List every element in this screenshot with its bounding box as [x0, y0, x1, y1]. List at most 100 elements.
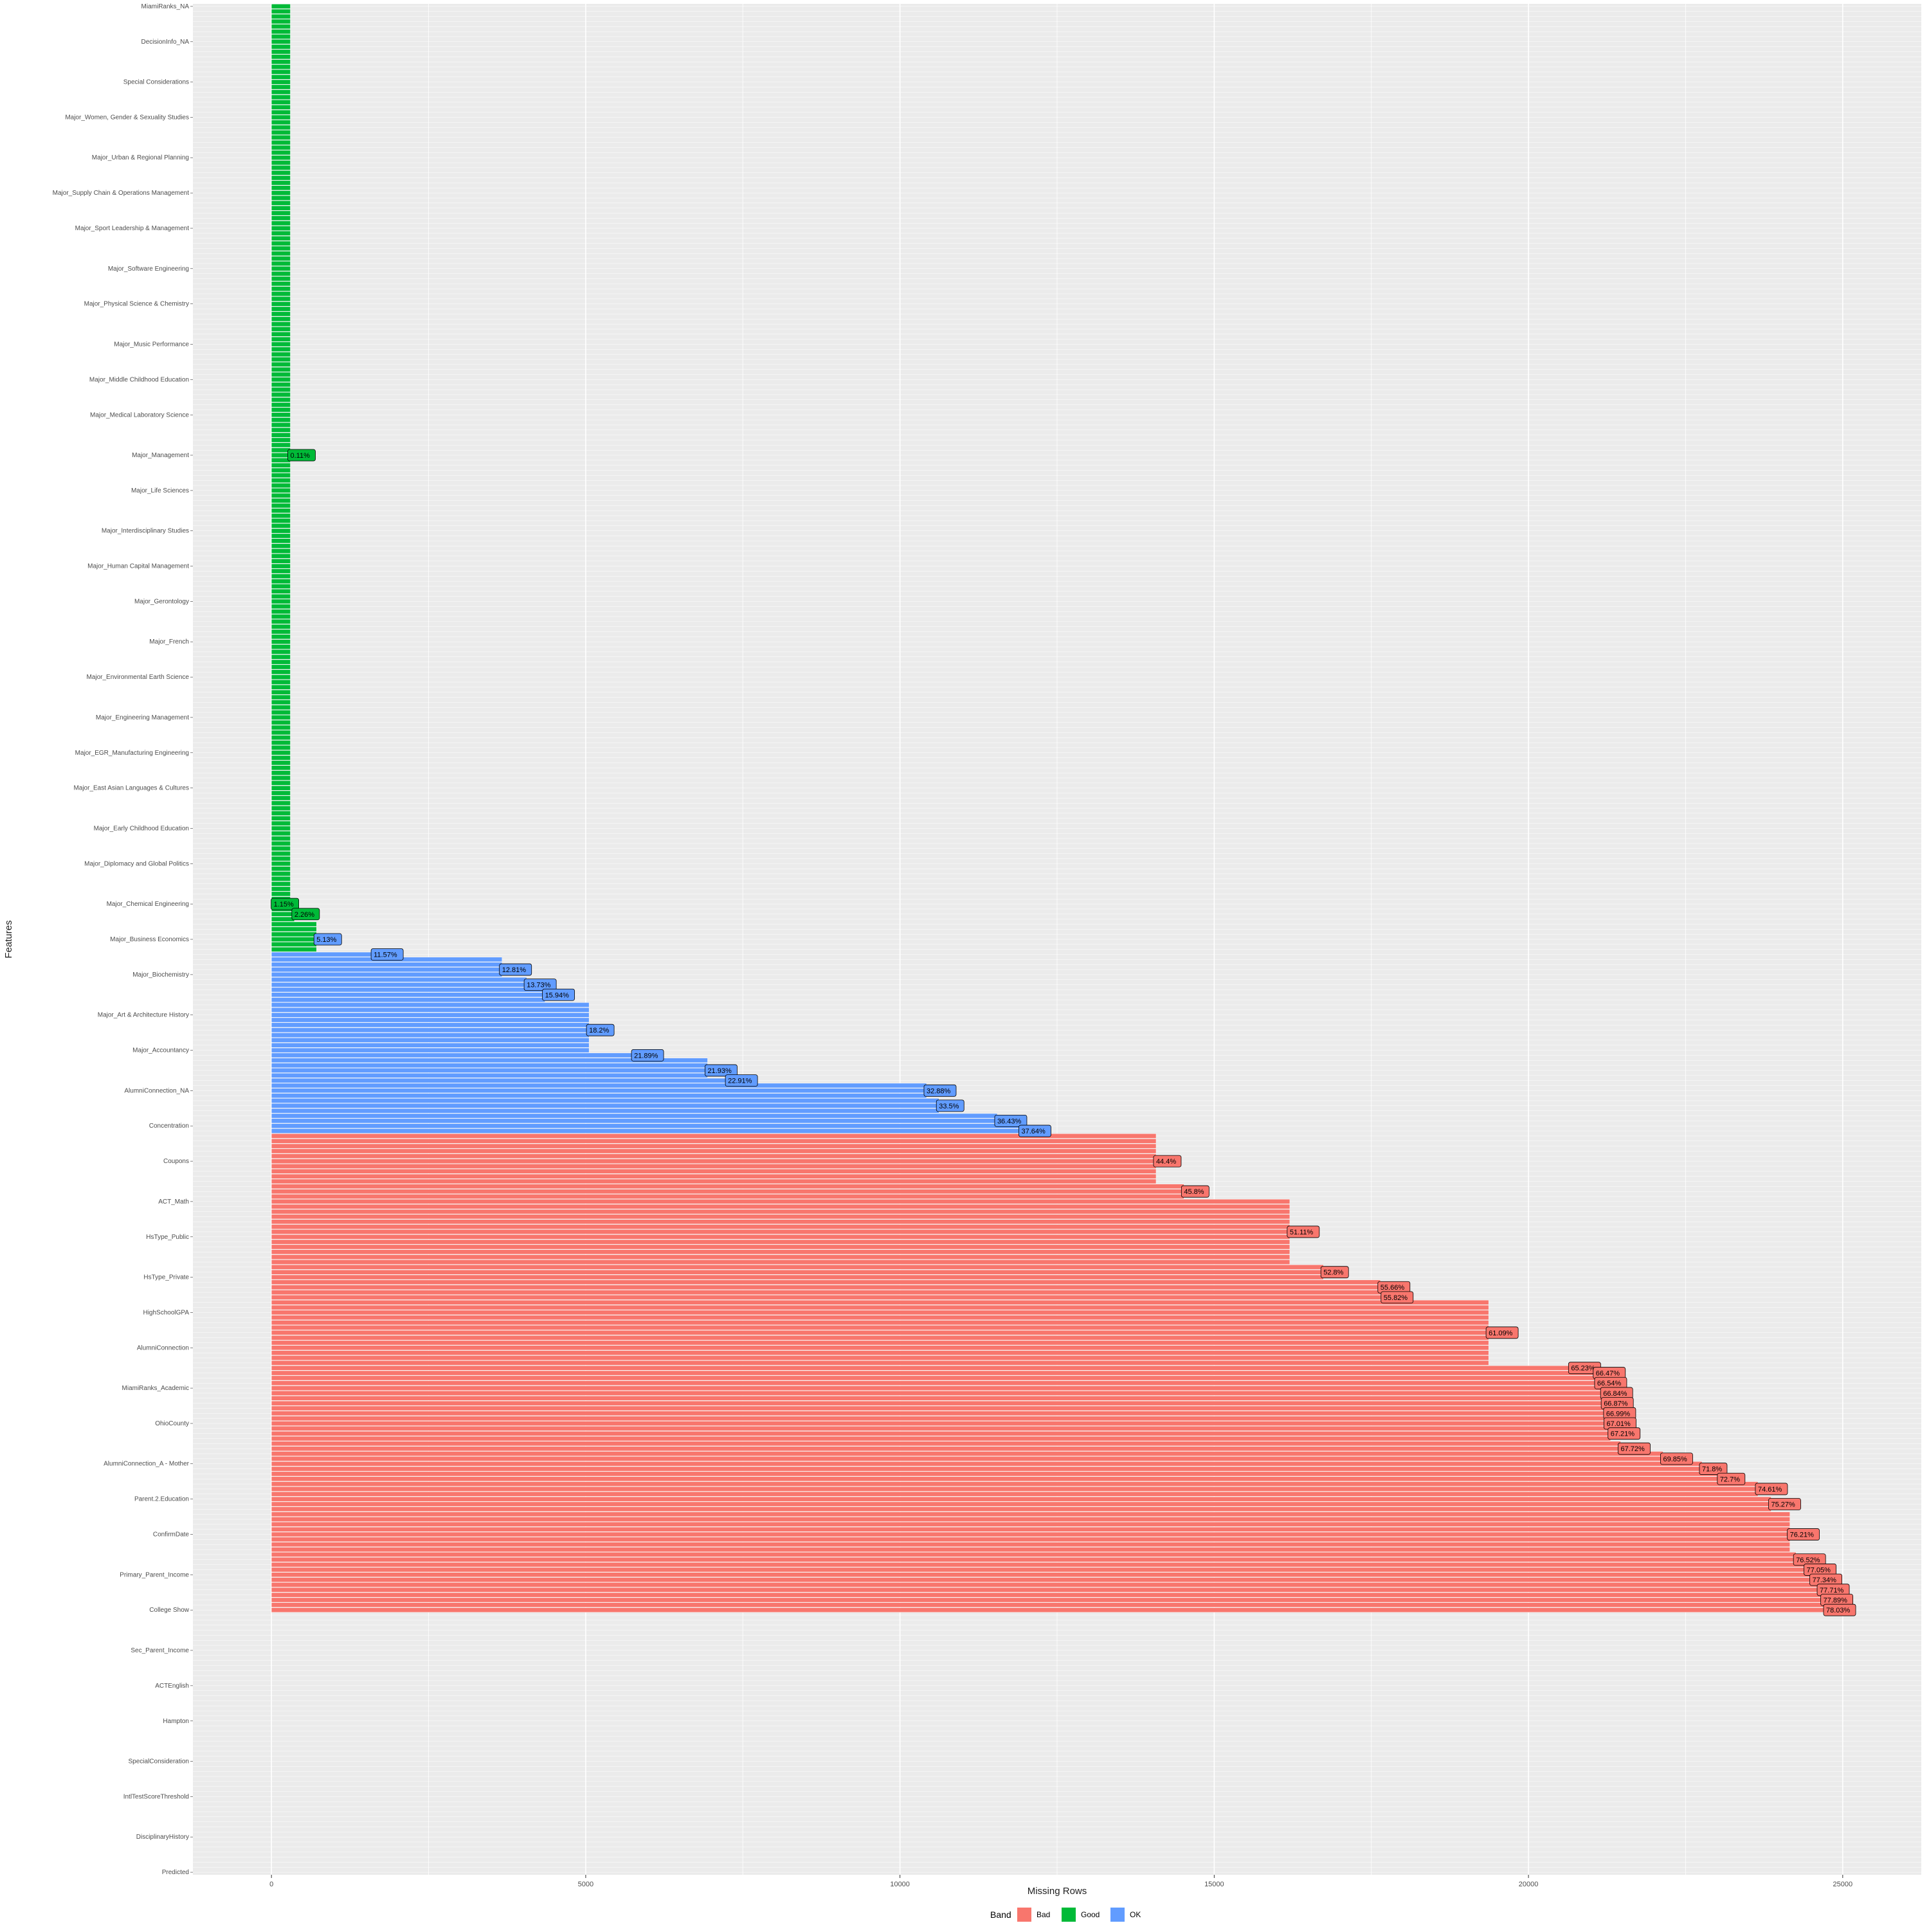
bar: [271, 806, 291, 811]
bar: [271, 1602, 1827, 1608]
bar: [271, 710, 291, 715]
bar: [271, 1058, 708, 1063]
bar: [271, 1436, 1611, 1441]
bar: [271, 1209, 1291, 1214]
bar: [271, 1456, 1663, 1461]
data-label: 44.4%: [1156, 1158, 1176, 1166]
feature-label: HsType_Private: [143, 1274, 189, 1281]
bar: [271, 719, 291, 725]
bar: [271, 548, 291, 554]
bar: [271, 1164, 1157, 1169]
data-label: 65.23%: [1571, 1365, 1595, 1373]
bar: [271, 422, 291, 428]
data-label: 77.34%: [1813, 1576, 1837, 1584]
bar: [271, 75, 291, 80]
feature-label: Coupons: [163, 1158, 189, 1165]
data-label-box: [1699, 1463, 1728, 1475]
bar: [271, 1531, 1790, 1537]
feature-label: HsType_Public: [146, 1234, 189, 1241]
data-label: 22.91%: [728, 1078, 752, 1085]
bar: [271, 125, 291, 130]
bar: [271, 685, 291, 690]
bar: [271, 886, 291, 892]
data-label: 67.01%: [1606, 1420, 1631, 1428]
feature-label: Major_Early Childhood Education: [94, 825, 189, 832]
data-label-box: [1823, 1603, 1856, 1616]
bar: [271, 24, 291, 30]
bar: [271, 462, 291, 468]
bar: [271, 1128, 1022, 1133]
data-label-box: [1320, 1266, 1349, 1279]
data-label-box: [313, 933, 342, 946]
bar: [271, 39, 291, 44]
bar: [271, 1466, 1703, 1472]
data-label: 0.11%: [291, 452, 311, 460]
bar: [271, 932, 317, 937]
feature-label: Major_Management: [132, 452, 189, 459]
data-label: 76.52%: [1796, 1557, 1820, 1564]
bar: [271, 705, 291, 710]
bar: [271, 523, 291, 528]
feature-label: Major_Supply Chain & Operations Manageme…: [53, 190, 190, 197]
bar: [271, 1027, 590, 1033]
data-label: 36.43%: [997, 1117, 1022, 1125]
bar: [271, 1178, 1157, 1184]
data-label: 12.81%: [502, 966, 527, 974]
bar: [271, 579, 291, 584]
bar: [271, 1083, 927, 1088]
bar: [271, 1506, 1771, 1512]
bar: [271, 593, 291, 599]
bar: [271, 503, 291, 509]
bar: [271, 210, 291, 216]
data-label: 61.09%: [1489, 1330, 1513, 1337]
bar: [271, 1355, 1489, 1360]
bar: [271, 1139, 1157, 1144]
legend: Band Bad Good OK: [990, 1908, 1141, 1922]
bar: [271, 1310, 1489, 1315]
feature-label: Major_Chemical Engineering: [107, 901, 189, 908]
data-label: 72.7%: [1720, 1476, 1740, 1483]
bar: [271, 1592, 1824, 1598]
bar: [271, 694, 291, 700]
bar: [271, 755, 291, 761]
bar: [271, 1522, 1790, 1527]
legend-label: Bad: [1037, 1910, 1050, 1919]
bar: [271, 1405, 1607, 1411]
bar: [271, 135, 291, 140]
feature-label: DecisionInfo_NA: [141, 39, 190, 46]
feature-label: Major_Music Performance: [114, 341, 189, 348]
bar: [271, 221, 291, 226]
bar: [271, 624, 291, 629]
bar: [271, 629, 291, 635]
bar: [271, 836, 291, 841]
bar: [271, 1471, 1721, 1477]
bar: [271, 1259, 1291, 1265]
legend-label: OK: [1130, 1910, 1141, 1919]
bar: [271, 1279, 1381, 1285]
bar: [271, 871, 291, 876]
data-label: 76.21%: [1790, 1531, 1815, 1539]
data-label-box: [936, 1099, 964, 1112]
bar: [271, 831, 291, 836]
bar: [271, 195, 291, 201]
bar: [271, 95, 291, 100]
bar: [271, 558, 291, 564]
bar: [271, 533, 291, 539]
bar: [271, 1547, 1790, 1552]
bar: [271, 1451, 1663, 1456]
feature-label: IntlTestScoreThreshold: [123, 1793, 189, 1800]
bar: [271, 190, 291, 195]
bar: [271, 916, 295, 922]
bar: [271, 352, 291, 357]
bar: [271, 745, 291, 750]
bar: [271, 972, 502, 977]
x-tick-label: 0: [269, 1881, 273, 1888]
bar: [271, 1153, 1157, 1159]
bar: [271, 1567, 1807, 1573]
bar: [271, 1512, 1790, 1517]
bar: [271, 1607, 1827, 1612]
data-label: 55.66%: [1381, 1284, 1405, 1292]
data-label-box: [523, 979, 557, 991]
